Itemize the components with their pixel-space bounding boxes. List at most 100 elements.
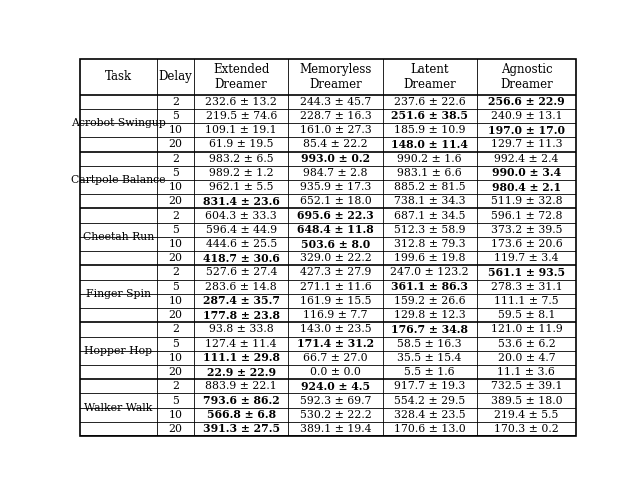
Text: 883.9 ± 22.1: 883.9 ± 22.1 — [205, 381, 277, 392]
Text: 0.0 ± 0.0: 0.0 ± 0.0 — [310, 367, 361, 377]
Text: Cartpole Balance: Cartpole Balance — [71, 175, 166, 185]
Text: 20: 20 — [168, 310, 182, 320]
Text: 143.0 ± 23.5: 143.0 ± 23.5 — [300, 324, 371, 334]
Text: 11.1 ± 3.6: 11.1 ± 3.6 — [497, 367, 556, 377]
Text: 20: 20 — [168, 424, 182, 434]
Text: 199.6 ± 19.8: 199.6 ± 19.8 — [394, 253, 465, 263]
Text: 738.1 ± 34.3: 738.1 ± 34.3 — [394, 196, 465, 206]
Text: 990.2 ± 1.6: 990.2 ± 1.6 — [397, 154, 462, 164]
Text: Memoryless
Dreamer: Memoryless Dreamer — [300, 63, 372, 91]
Text: 185.9 ± 10.9: 185.9 ± 10.9 — [394, 125, 465, 135]
Text: 176.7 ± 34.8: 176.7 ± 34.8 — [391, 324, 468, 335]
Text: 361.1 ± 86.3: 361.1 ± 86.3 — [391, 281, 468, 292]
Text: 61.9 ± 19.5: 61.9 ± 19.5 — [209, 140, 273, 149]
Text: 111.1 ± 7.5: 111.1 ± 7.5 — [494, 296, 559, 306]
Text: 173.6 ± 20.6: 173.6 ± 20.6 — [490, 239, 563, 249]
Text: 20: 20 — [168, 140, 182, 149]
Text: 232.6 ± 13.2: 232.6 ± 13.2 — [205, 97, 277, 107]
Text: 418.7 ± 30.6: 418.7 ± 30.6 — [203, 253, 280, 264]
Text: 111.1 ± 29.8: 111.1 ± 29.8 — [203, 352, 280, 364]
Text: 170.3 ± 0.2: 170.3 ± 0.2 — [494, 424, 559, 434]
Text: 170.6 ± 13.0: 170.6 ± 13.0 — [394, 424, 465, 434]
Text: 278.3 ± 31.1: 278.3 ± 31.1 — [490, 282, 563, 292]
Text: 20: 20 — [168, 196, 182, 206]
Text: 129.7 ± 11.3: 129.7 ± 11.3 — [491, 140, 562, 149]
Text: 159.2 ± 26.6: 159.2 ± 26.6 — [394, 296, 465, 306]
Text: 989.2 ± 1.2: 989.2 ± 1.2 — [209, 168, 273, 178]
Text: 251.6 ± 38.5: 251.6 ± 38.5 — [391, 110, 468, 122]
Text: 329.0 ± 22.2: 329.0 ± 22.2 — [300, 253, 371, 263]
Text: 10: 10 — [168, 239, 182, 249]
Text: 992.4 ± 2.4: 992.4 ± 2.4 — [494, 154, 559, 164]
Text: 984.7 ± 2.8: 984.7 ± 2.8 — [303, 168, 368, 178]
Text: 503.6 ± 8.0: 503.6 ± 8.0 — [301, 239, 370, 249]
Text: 511.9 ± 32.8: 511.9 ± 32.8 — [491, 196, 562, 206]
Text: 256.6 ± 22.9: 256.6 ± 22.9 — [488, 96, 564, 107]
Text: 935.9 ± 17.3: 935.9 ± 17.3 — [300, 182, 371, 192]
Text: 10: 10 — [168, 296, 182, 306]
Text: 652.1 ± 18.0: 652.1 ± 18.0 — [300, 196, 371, 206]
Text: 2: 2 — [172, 211, 179, 220]
Text: 695.6 ± 22.3: 695.6 ± 22.3 — [297, 210, 374, 221]
Text: 35.5 ± 15.4: 35.5 ± 15.4 — [397, 353, 462, 363]
Text: 2: 2 — [172, 381, 179, 392]
Text: 566.8 ± 6.8: 566.8 ± 6.8 — [207, 409, 276, 420]
Text: 93.8 ± 33.8: 93.8 ± 33.8 — [209, 324, 273, 334]
Text: 831.4 ± 23.6: 831.4 ± 23.6 — [203, 196, 280, 207]
Text: 2: 2 — [172, 97, 179, 107]
Text: 596.1 ± 72.8: 596.1 ± 72.8 — [491, 211, 562, 220]
Text: 283.6 ± 14.8: 283.6 ± 14.8 — [205, 282, 277, 292]
Text: 240.9 ± 13.1: 240.9 ± 13.1 — [491, 111, 562, 121]
Text: 917.7 ± 19.3: 917.7 ± 19.3 — [394, 381, 465, 392]
Text: 993.0 ± 0.2: 993.0 ± 0.2 — [301, 153, 370, 164]
Text: 119.7 ± 3.4: 119.7 ± 3.4 — [494, 253, 559, 263]
Text: 237.6 ± 22.6: 237.6 ± 22.6 — [394, 97, 465, 107]
Text: 247.0 ± 123.2: 247.0 ± 123.2 — [390, 268, 469, 277]
Text: 127.4 ± 11.4: 127.4 ± 11.4 — [205, 339, 277, 348]
Text: 20: 20 — [168, 367, 182, 377]
Text: 5: 5 — [172, 339, 179, 348]
Text: Task: Task — [105, 70, 132, 83]
Text: 20.0 ± 4.7: 20.0 ± 4.7 — [497, 353, 556, 363]
Text: 121.0 ± 11.9: 121.0 ± 11.9 — [490, 324, 563, 334]
Text: 161.0 ± 27.3: 161.0 ± 27.3 — [300, 125, 371, 135]
Text: Latent
Dreamer: Latent Dreamer — [403, 63, 456, 91]
Text: 85.4 ± 22.2: 85.4 ± 22.2 — [303, 140, 368, 149]
Text: 793.6 ± 86.2: 793.6 ± 86.2 — [203, 395, 280, 406]
Text: 244.3 ± 45.7: 244.3 ± 45.7 — [300, 97, 371, 107]
Text: 554.2 ± 29.5: 554.2 ± 29.5 — [394, 395, 465, 406]
Text: 5: 5 — [172, 282, 179, 292]
Text: 109.1 ± 19.1: 109.1 ± 19.1 — [205, 125, 277, 135]
Text: 5: 5 — [172, 225, 179, 235]
Text: 389.5 ± 18.0: 389.5 ± 18.0 — [491, 395, 562, 406]
Text: Hopper Hop: Hopper Hop — [84, 346, 152, 356]
Text: 328.4 ± 23.5: 328.4 ± 23.5 — [394, 410, 465, 420]
Text: 604.3 ± 33.3: 604.3 ± 33.3 — [205, 211, 277, 220]
Text: Walker Walk: Walker Walk — [84, 403, 152, 413]
Text: 389.1 ± 19.4: 389.1 ± 19.4 — [300, 424, 371, 434]
Text: 197.0 ± 17.0: 197.0 ± 17.0 — [488, 125, 565, 136]
Text: 129.8 ± 12.3: 129.8 ± 12.3 — [394, 310, 465, 320]
Text: 990.0 ± 3.4: 990.0 ± 3.4 — [492, 168, 561, 178]
Text: 219.5 ± 74.6: 219.5 ± 74.6 — [205, 111, 277, 121]
Text: 980.4 ± 2.1: 980.4 ± 2.1 — [492, 182, 561, 193]
Text: 5.5 ± 1.6: 5.5 ± 1.6 — [404, 367, 455, 377]
Text: 10: 10 — [168, 182, 182, 192]
Text: 116.9 ± 7.7: 116.9 ± 7.7 — [303, 310, 368, 320]
Text: 2: 2 — [172, 324, 179, 334]
Text: 171.4 ± 31.2: 171.4 ± 31.2 — [297, 338, 374, 349]
Text: 287.4 ± 35.7: 287.4 ± 35.7 — [203, 295, 280, 306]
Text: 561.1 ± 93.5: 561.1 ± 93.5 — [488, 267, 565, 278]
Text: 5: 5 — [172, 111, 179, 121]
Text: 58.5 ± 16.3: 58.5 ± 16.3 — [397, 339, 462, 348]
Text: 219.4 ± 5.5: 219.4 ± 5.5 — [494, 410, 559, 420]
Text: 687.1 ± 34.5: 687.1 ± 34.5 — [394, 211, 465, 220]
Text: 22.9 ± 22.9: 22.9 ± 22.9 — [207, 367, 276, 378]
Text: 228.7 ± 16.3: 228.7 ± 16.3 — [300, 111, 371, 121]
Text: 10: 10 — [168, 125, 182, 135]
Text: Finger Spin: Finger Spin — [86, 289, 151, 299]
Text: 161.9 ± 15.5: 161.9 ± 15.5 — [300, 296, 371, 306]
Text: 885.2 ± 81.5: 885.2 ± 81.5 — [394, 182, 465, 192]
Text: 373.2 ± 39.5: 373.2 ± 39.5 — [491, 225, 562, 235]
Text: Agnostic
Dreamer: Agnostic Dreamer — [500, 63, 553, 91]
